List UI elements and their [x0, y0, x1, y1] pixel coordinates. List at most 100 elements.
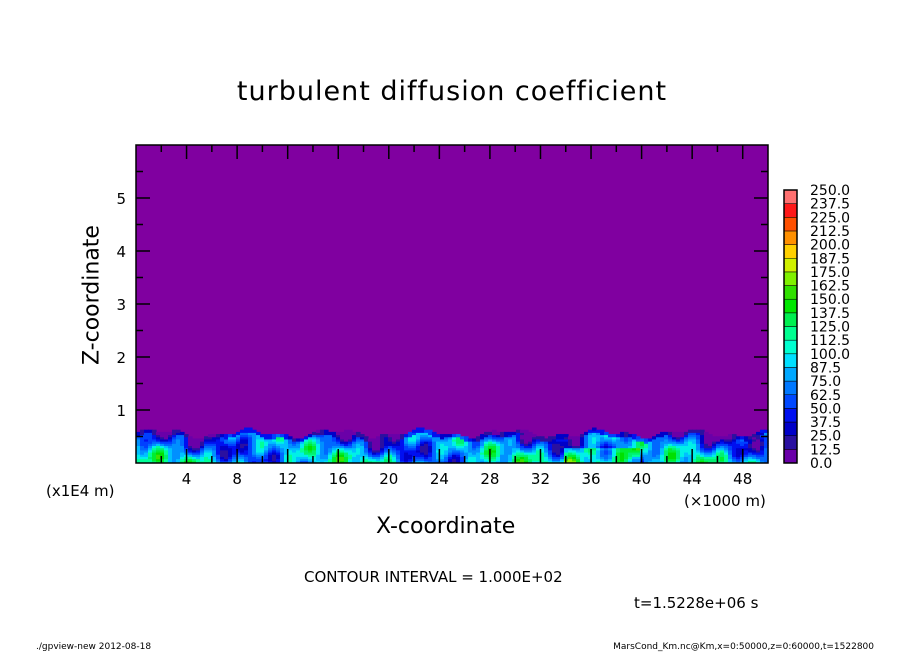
field-cell	[604, 460, 609, 464]
field-cell	[156, 453, 161, 457]
field-cell	[692, 451, 697, 455]
field-cell	[252, 442, 257, 447]
field-cell	[216, 460, 221, 464]
field-cell	[740, 445, 745, 449]
field-cell	[596, 451, 601, 455]
field-cell	[460, 442, 465, 447]
field-cell	[420, 438, 425, 442]
field-cell	[284, 455, 289, 460]
field-cell	[632, 438, 637, 442]
field-cell	[588, 434, 593, 438]
field-cell	[484, 458, 489, 462]
field-cell	[700, 438, 705, 442]
field-cell	[224, 436, 229, 440]
field-cell	[696, 440, 701, 444]
field-cell	[340, 440, 345, 444]
x-tick-label: 32	[531, 470, 550, 488]
field-cell	[340, 447, 345, 451]
field-cell	[756, 438, 761, 442]
field-cell	[736, 451, 741, 455]
field-cell	[156, 449, 161, 453]
field-cell	[744, 449, 749, 453]
field-cell	[272, 460, 277, 464]
field-cell	[760, 434, 765, 438]
field-cell	[436, 458, 441, 462]
field-cell	[628, 442, 633, 447]
field-cell	[468, 440, 473, 444]
field-cell	[560, 440, 565, 444]
field-cell	[744, 453, 749, 457]
field-cell	[268, 447, 273, 451]
field-cell	[728, 440, 733, 444]
field-cell	[600, 434, 605, 438]
field-cell	[500, 442, 505, 447]
field-cell	[588, 445, 593, 449]
field-cell	[460, 451, 465, 455]
field-cell	[624, 451, 629, 455]
field-cell	[408, 445, 413, 449]
field-cell	[628, 440, 633, 444]
field-cell	[248, 447, 253, 451]
field-cell	[468, 438, 473, 442]
field-cell	[420, 440, 425, 444]
field-cell	[600, 429, 605, 433]
field-cell	[356, 440, 361, 444]
field-cell	[348, 449, 353, 453]
field-cell	[420, 431, 425, 436]
field-cell	[268, 440, 273, 444]
field-cell	[724, 449, 729, 453]
field-cell	[752, 447, 757, 451]
field-cell	[524, 447, 529, 451]
field-cell	[348, 431, 353, 436]
field-cell	[556, 440, 561, 444]
field-cell	[676, 460, 681, 464]
field-cell	[328, 434, 333, 438]
field-cell	[588, 431, 593, 436]
field-cell	[364, 438, 369, 442]
field-cell	[640, 442, 645, 447]
field-cell	[464, 453, 469, 457]
field-cell	[460, 449, 465, 453]
field-cell	[560, 458, 565, 462]
field-cell	[432, 438, 437, 442]
field-cell	[556, 438, 561, 442]
field-cell	[652, 458, 657, 462]
field-cell	[620, 460, 625, 464]
field-cell	[760, 440, 765, 444]
field-cell	[536, 458, 541, 462]
field-cell	[452, 438, 457, 442]
field-cell	[616, 455, 621, 460]
field-cell	[760, 447, 765, 451]
field-cell	[276, 447, 281, 451]
field-cell	[368, 442, 373, 447]
field-cell	[280, 453, 285, 457]
field-cell	[676, 442, 681, 447]
field-cell	[396, 440, 401, 444]
field-cell	[608, 449, 613, 453]
field-cell	[692, 429, 697, 433]
field-cell	[700, 449, 705, 453]
field-cell	[460, 445, 465, 449]
field-cell	[396, 445, 401, 449]
field-cell	[444, 440, 449, 444]
field-cell	[436, 455, 441, 460]
field-cell	[560, 445, 565, 449]
field-cell	[720, 436, 725, 440]
field-cell	[352, 458, 357, 462]
field-cell	[276, 455, 281, 460]
field-cell	[420, 460, 425, 464]
field-cell	[628, 458, 633, 462]
field-cell	[520, 451, 525, 455]
field-cell	[432, 458, 437, 462]
field-cell	[240, 449, 245, 453]
field-cell	[348, 434, 353, 438]
field-cell	[748, 455, 753, 460]
field-cell	[436, 451, 441, 455]
field-cell	[516, 434, 521, 438]
field-cell	[368, 455, 373, 460]
field-cell	[280, 460, 285, 464]
field-cell	[188, 445, 193, 449]
field-cell	[584, 447, 589, 451]
field-cell	[280, 449, 285, 453]
field-cell	[484, 438, 489, 442]
